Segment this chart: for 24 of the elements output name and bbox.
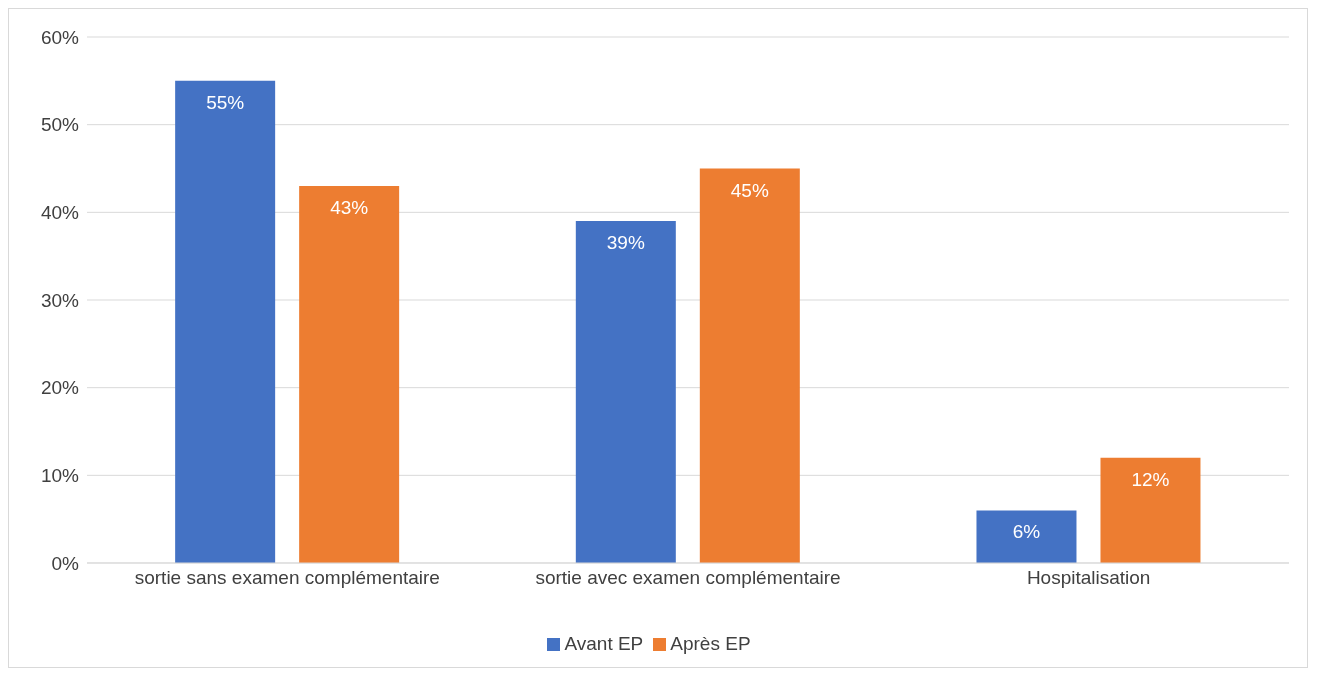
y-tick-label: 30% [40, 289, 80, 311]
y-tick-label: 40% [40, 202, 80, 224]
y-tick-label: 0% [51, 552, 80, 574]
data-label: 6% [1012, 521, 1041, 543]
y-tick-label: 20% [40, 377, 80, 399]
bar [976, 510, 1077, 563]
data-label: 12% [1131, 468, 1170, 490]
bar [299, 186, 400, 563]
y-tick-label: 10% [40, 465, 80, 487]
data-label: 55% [206, 91, 245, 113]
bar [699, 168, 800, 563]
y-tick-label: 50% [40, 114, 80, 136]
bar [175, 80, 276, 563]
x-tick-label: Hospitalisation [1026, 567, 1151, 589]
bar [1100, 457, 1201, 563]
data-label: 39% [606, 232, 645, 254]
legend-label: Après EP [670, 633, 751, 654]
legend-label: Avant EP [564, 633, 644, 654]
x-tick-label: sortie avec examen complémentaire [535, 567, 841, 589]
data-label: 43% [330, 197, 369, 219]
bar [575, 221, 676, 563]
x-tick-label: sortie sans examen complémentaire [134, 567, 440, 589]
data-label: 45% [730, 179, 769, 201]
y-tick-label: 60% [40, 26, 80, 48]
